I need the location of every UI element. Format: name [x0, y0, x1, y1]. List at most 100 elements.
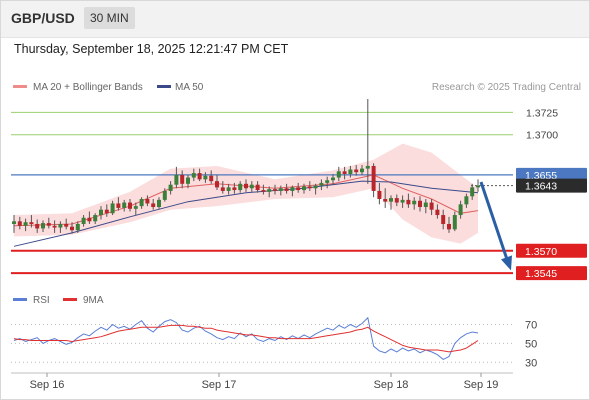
- candle-body-20: [128, 202, 132, 209]
- candle-body-43: [261, 190, 266, 192]
- candle-body-44: [267, 189, 272, 192]
- candle-body-58: [348, 169, 353, 174]
- rsi-ma-legend-label: 9MA: [83, 295, 104, 306]
- x-tick-label-0: Sep 16: [30, 379, 65, 391]
- x-tick-label-3: Sep 19: [464, 379, 499, 391]
- candle-body-15: [99, 209, 103, 216]
- candles: [12, 99, 480, 234]
- price-levels: 1.3725 1.3700: [11, 107, 558, 275]
- candle-body-14: [93, 215, 98, 222]
- candle-body-40: [244, 183, 248, 189]
- resistance-label-2: 1.3700: [526, 130, 558, 142]
- candle-body-2: [23, 222, 28, 226]
- candle-body-30: [186, 177, 190, 184]
- candle-body-35: [215, 181, 219, 188]
- candle-body-17: [110, 203, 115, 214]
- candle-body-59: [354, 169, 359, 173]
- candle-body-38: [232, 187, 237, 191]
- candle-body-49: [296, 187, 301, 191]
- support-tag-2-bg: [516, 266, 587, 281]
- candle-body-67: [400, 199, 405, 203]
- candle-body-55: [331, 177, 335, 181]
- candle-body-42: [255, 184, 260, 191]
- forecast-arrow: [479, 181, 512, 271]
- candle-body-19: [122, 202, 127, 208]
- timeframe-button[interactable]: 30 MIN: [84, 7, 135, 29]
- candle-body-71: [423, 202, 428, 208]
- candle-body-57: [342, 171, 347, 174]
- candle-body-32: [197, 173, 202, 180]
- candle-body-70: [418, 200, 422, 208]
- resistance-label-1: 1.3725: [526, 107, 558, 119]
- candle-body-73: [435, 209, 440, 216]
- rsi-tick-30: 30: [525, 357, 537, 369]
- candle-body-79: [470, 187, 475, 197]
- candle-body-13: [87, 217, 92, 222]
- candle-body-31: [191, 173, 196, 178]
- candle-body-10: [70, 226, 74, 231]
- rsi-ma-line: [13, 324, 479, 353]
- candle-body-4: [35, 223, 40, 229]
- candle-body-39: [238, 183, 243, 191]
- candle-body-68: [406, 199, 411, 205]
- ma20-legend-swatch: [13, 85, 27, 88]
- forecast-arrow-shaft: [479, 181, 510, 263]
- ma50-legend-label: MA 50: [175, 82, 204, 93]
- rsi-line: [13, 316, 479, 360]
- candle-body-80: [476, 185, 480, 188]
- candle-body-65: [389, 198, 393, 202]
- rsi-panel: 70 50 30: [11, 316, 537, 369]
- candle-body-63: [377, 190, 382, 199]
- rsi-tick-70: 70: [525, 319, 537, 331]
- symbol-label: GBP/USD: [11, 10, 75, 26]
- chart-credit: Research © 2025 Trading Central: [432, 82, 581, 93]
- x-axis: Sep 16 Sep 17 Sep 18 Sep 19: [30, 373, 499, 391]
- forecast-arrow-head: [501, 255, 512, 271]
- candle-body-29: [180, 174, 185, 184]
- candle-body-60: [360, 168, 364, 173]
- candle-body-18: [116, 203, 121, 208]
- candle-body-50: [302, 186, 306, 191]
- candle-body-53: [319, 182, 324, 186]
- bollinger-band-area: [14, 143, 478, 244]
- candle-body-6: [46, 223, 51, 226]
- candle-body-5: [41, 223, 45, 229]
- rsi-legend-swatch: [13, 298, 27, 301]
- candle-body-33: [203, 175, 208, 180]
- candle-body-16: [104, 209, 109, 214]
- candle-body-23: [145, 198, 150, 204]
- rsi-tick-50: 50: [525, 338, 537, 350]
- candle-body-76: [452, 215, 457, 230]
- candle-body-41: [249, 184, 254, 189]
- candle-body-12: [81, 217, 86, 224]
- candle-body-52: [313, 185, 318, 189]
- candle-body-37: [226, 187, 231, 191]
- ma20-legend-label: MA 20 + Bollinger Bands: [33, 82, 143, 93]
- candle-body-75: [447, 223, 451, 230]
- support-tag-1-label: 1.3570: [525, 246, 557, 258]
- x-tick-label-1: Sep 17: [202, 379, 237, 391]
- current-price-tag-bg: [516, 178, 587, 193]
- candle-body-28: [174, 174, 179, 185]
- candle-body-36: [220, 187, 225, 191]
- candle-body-56: [336, 171, 341, 178]
- candle-body-11: [75, 223, 80, 231]
- candle-body-1: [17, 221, 22, 226]
- candle-body-69: [412, 200, 417, 205]
- candle-body-22: [139, 198, 144, 207]
- candle-body-45: [273, 189, 277, 191]
- candle-body-34: [209, 175, 214, 182]
- candle-body-61: [365, 165, 370, 169]
- candle-body-77: [458, 204, 463, 216]
- candle-body-26: [162, 190, 167, 200]
- current-price-tag-label: 1.3643: [525, 181, 557, 193]
- candle-body-27: [168, 184, 173, 191]
- candle-body-46: [278, 188, 283, 191]
- candle-body-3: [29, 222, 34, 224]
- candle-body-74: [441, 215, 446, 224]
- candle-body-47: [284, 188, 289, 191]
- support-tag-1-bg: [516, 243, 587, 258]
- rsi-legend-label: RSI: [33, 295, 50, 306]
